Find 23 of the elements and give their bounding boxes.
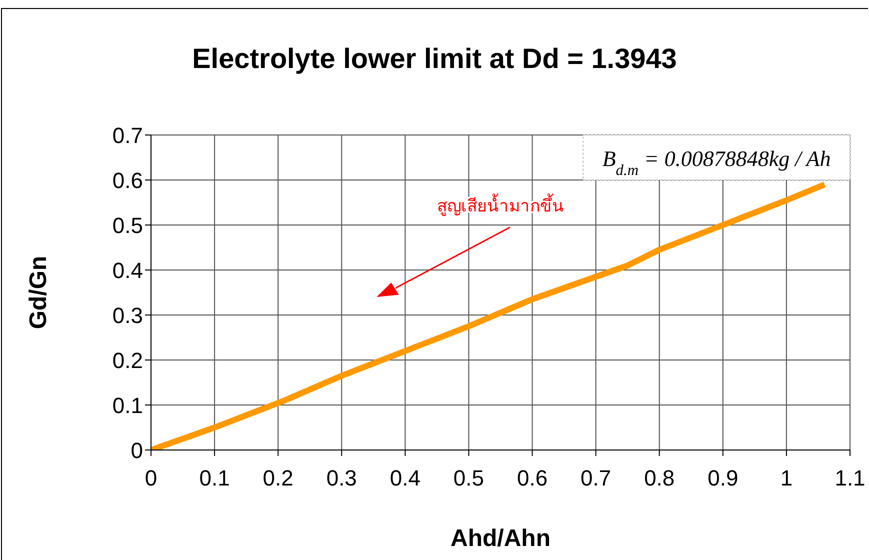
x-tick-label: 0.8 <box>644 466 675 491</box>
y-tick-label: 0 <box>130 438 143 463</box>
x-tick-label: 0.6 <box>516 466 548 491</box>
y-tick-label: 0.5 <box>112 212 143 238</box>
x-axis-title: Ahd/Ahn <box>450 525 550 552</box>
y-tick-label: 0.6 <box>112 168 143 193</box>
chart-title: Electrolyte lower limit at Dd = 1.3943 <box>192 43 677 74</box>
x-tick-label: 1.1 <box>834 466 866 491</box>
y-axis-title: Gd/Gn <box>25 256 52 330</box>
x-tick-label: 0.4 <box>390 466 420 491</box>
x-tick-label: 0.1 <box>199 466 230 491</box>
annotation: B$_{d.m}$ = 0.00878848kg / Ah <box>602 146 831 178</box>
y-tick-label: 0.3 <box>112 302 143 328</box>
x-tick-label: 0.5 <box>453 466 484 491</box>
x-tick-label: 0.7 <box>580 466 612 491</box>
x-tick-label: 0.9 <box>708 466 738 491</box>
y-tick-label: 0.7 <box>112 122 143 148</box>
x-tick-label: 0.2 <box>262 466 294 491</box>
y-tick-label: 0.4 <box>112 258 143 283</box>
y-tick-label: 0.1 <box>112 392 143 418</box>
x-tick-label: 1 <box>780 466 793 491</box>
x-tick-label: 0.3 <box>326 466 357 491</box>
y-tick-label: 0.2 <box>112 348 143 373</box>
